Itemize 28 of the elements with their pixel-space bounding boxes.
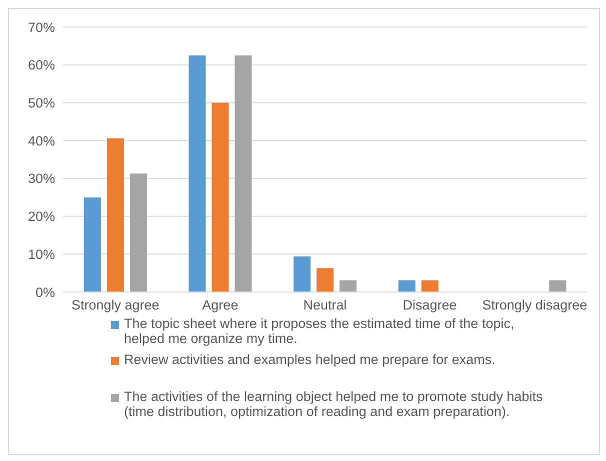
y-tick-label: 20%	[28, 209, 55, 224]
bar	[130, 174, 147, 292]
y-tick-label: 60%	[28, 58, 55, 73]
bar	[234, 55, 252, 292]
x-tick-label: Strongly agree	[71, 298, 160, 313]
bar	[106, 138, 124, 292]
x-tick-label: Strongly disagree	[482, 298, 588, 313]
y-tick-label: 50%	[28, 96, 55, 111]
bar	[188, 55, 206, 292]
bar	[294, 256, 311, 292]
bar	[340, 280, 357, 292]
bar	[549, 280, 566, 292]
x-tick-label: Disagree	[402, 298, 457, 313]
bar	[398, 280, 416, 292]
x-tick-label: Agree	[202, 298, 238, 313]
legend-label: Review activities and examples helped me prepare for exams.	[124, 352, 496, 367]
y-tick-label: 40%	[28, 133, 55, 148]
bar	[84, 197, 101, 292]
legend-label: The activities of the learning object helped me to promote study habits (time distribution, optimization of reading and exam preparation).	[124, 389, 544, 419]
y-tick-label: 10%	[28, 246, 55, 262]
bar	[316, 268, 334, 292]
x-tick-label: Neutral	[303, 298, 347, 313]
legend-label: The topic sheet where it proposes the estimated time of the topic, helped me organize my time.	[124, 316, 516, 346]
y-tick-label: 30%	[28, 171, 55, 186]
bar	[421, 280, 438, 292]
bar	[212, 102, 229, 292]
y-tick-label: 70%	[28, 20, 55, 35]
y-tick-label: 0%	[35, 284, 55, 300]
